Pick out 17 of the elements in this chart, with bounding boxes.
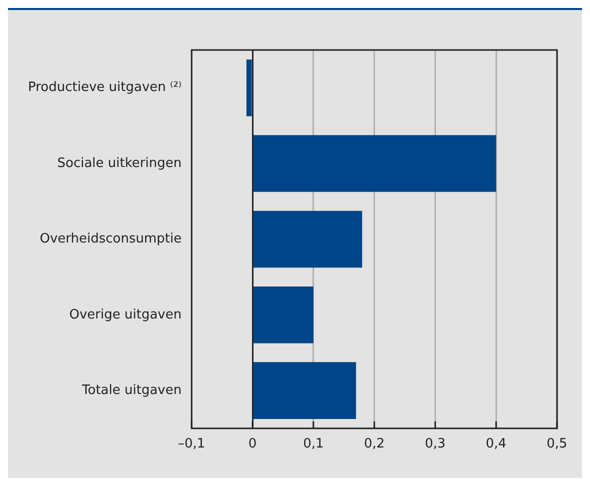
x-tick-label: 0 — [248, 436, 257, 452]
y-tick-label: Overheidsconsumptie — [40, 232, 182, 247]
x-tick-label: 0,2 — [364, 436, 385, 452]
x-tick-label: 0,3 — [424, 436, 446, 452]
y-tick-label: Productieve uitgaven ⁽²⁾ — [28, 80, 182, 96]
y-tick-label: Totale uitgaven — [81, 382, 182, 398]
bar — [253, 210, 362, 268]
x-tick-label: 0,5 — [546, 436, 568, 452]
bar — [253, 362, 356, 419]
bar — [246, 59, 252, 116]
x-tick-label: 0,4 — [486, 436, 506, 452]
y-tick-label: Overige uitgaven — [69, 307, 182, 322]
bar — [253, 135, 496, 192]
x-tick-label: –0,1 — [178, 436, 206, 452]
y-tick-label: Sociale uitkeringen — [57, 156, 182, 171]
x-tick-label: 0,1 — [303, 436, 324, 452]
bar — [253, 286, 314, 344]
